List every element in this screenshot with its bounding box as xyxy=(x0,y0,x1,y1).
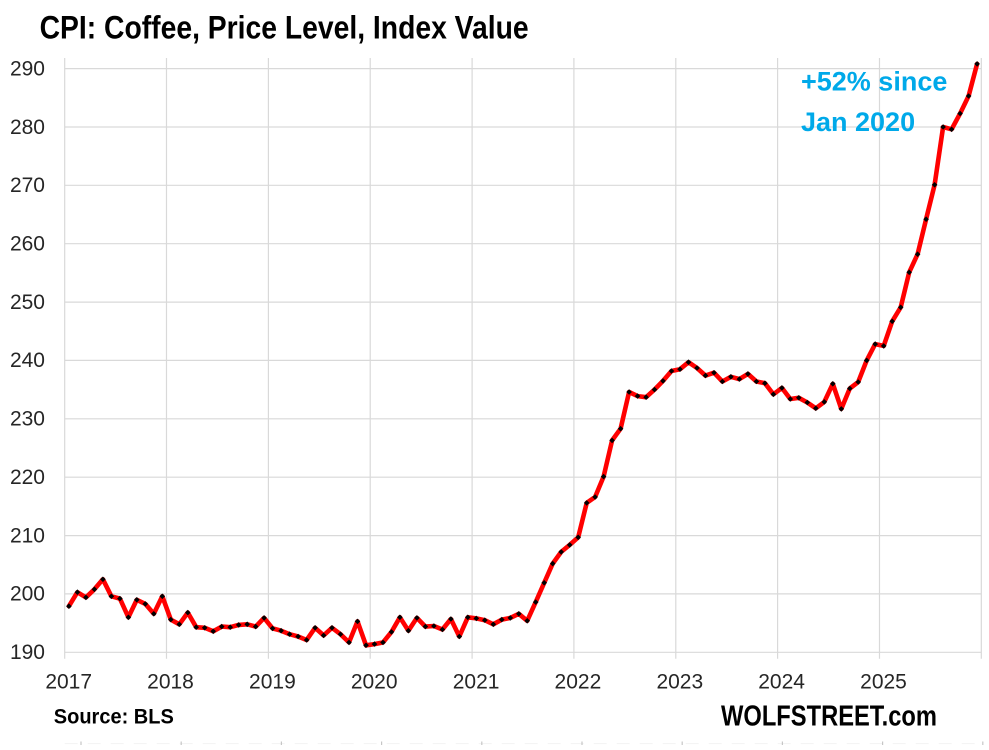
svg-text:Jan 2020: Jan 2020 xyxy=(801,107,915,137)
svg-text:190: 190 xyxy=(10,641,45,664)
svg-text:220: 220 xyxy=(10,466,45,489)
svg-text:2025: 2025 xyxy=(860,671,907,694)
svg-text:260: 260 xyxy=(10,233,45,256)
svg-text:240: 240 xyxy=(10,349,45,372)
svg-text:Source: BLS: Source: BLS xyxy=(54,705,174,728)
svg-text:280: 280 xyxy=(10,116,45,139)
svg-text:270: 270 xyxy=(10,174,45,197)
svg-text:210: 210 xyxy=(10,524,45,547)
svg-text:2023: 2023 xyxy=(656,671,703,694)
svg-text:2022: 2022 xyxy=(555,671,602,694)
svg-text:2017: 2017 xyxy=(45,671,92,694)
svg-text:2021: 2021 xyxy=(453,671,500,694)
svg-text:290: 290 xyxy=(10,57,45,80)
svg-text:2018: 2018 xyxy=(147,671,194,694)
svg-text:230: 230 xyxy=(10,408,45,431)
svg-text:2019: 2019 xyxy=(249,671,296,694)
svg-text:2020: 2020 xyxy=(351,671,398,694)
svg-text:+52% since: +52% since xyxy=(801,67,947,97)
svg-text:CPI: Coffee, Price Level, Inde: CPI: Coffee, Price Level, Index Value xyxy=(40,10,529,46)
svg-text:WOLFSTREET.com: WOLFSTREET.com xyxy=(721,701,937,733)
svg-text:250: 250 xyxy=(10,291,45,314)
svg-text:2024: 2024 xyxy=(758,671,805,694)
svg-text:200: 200 xyxy=(10,583,45,606)
